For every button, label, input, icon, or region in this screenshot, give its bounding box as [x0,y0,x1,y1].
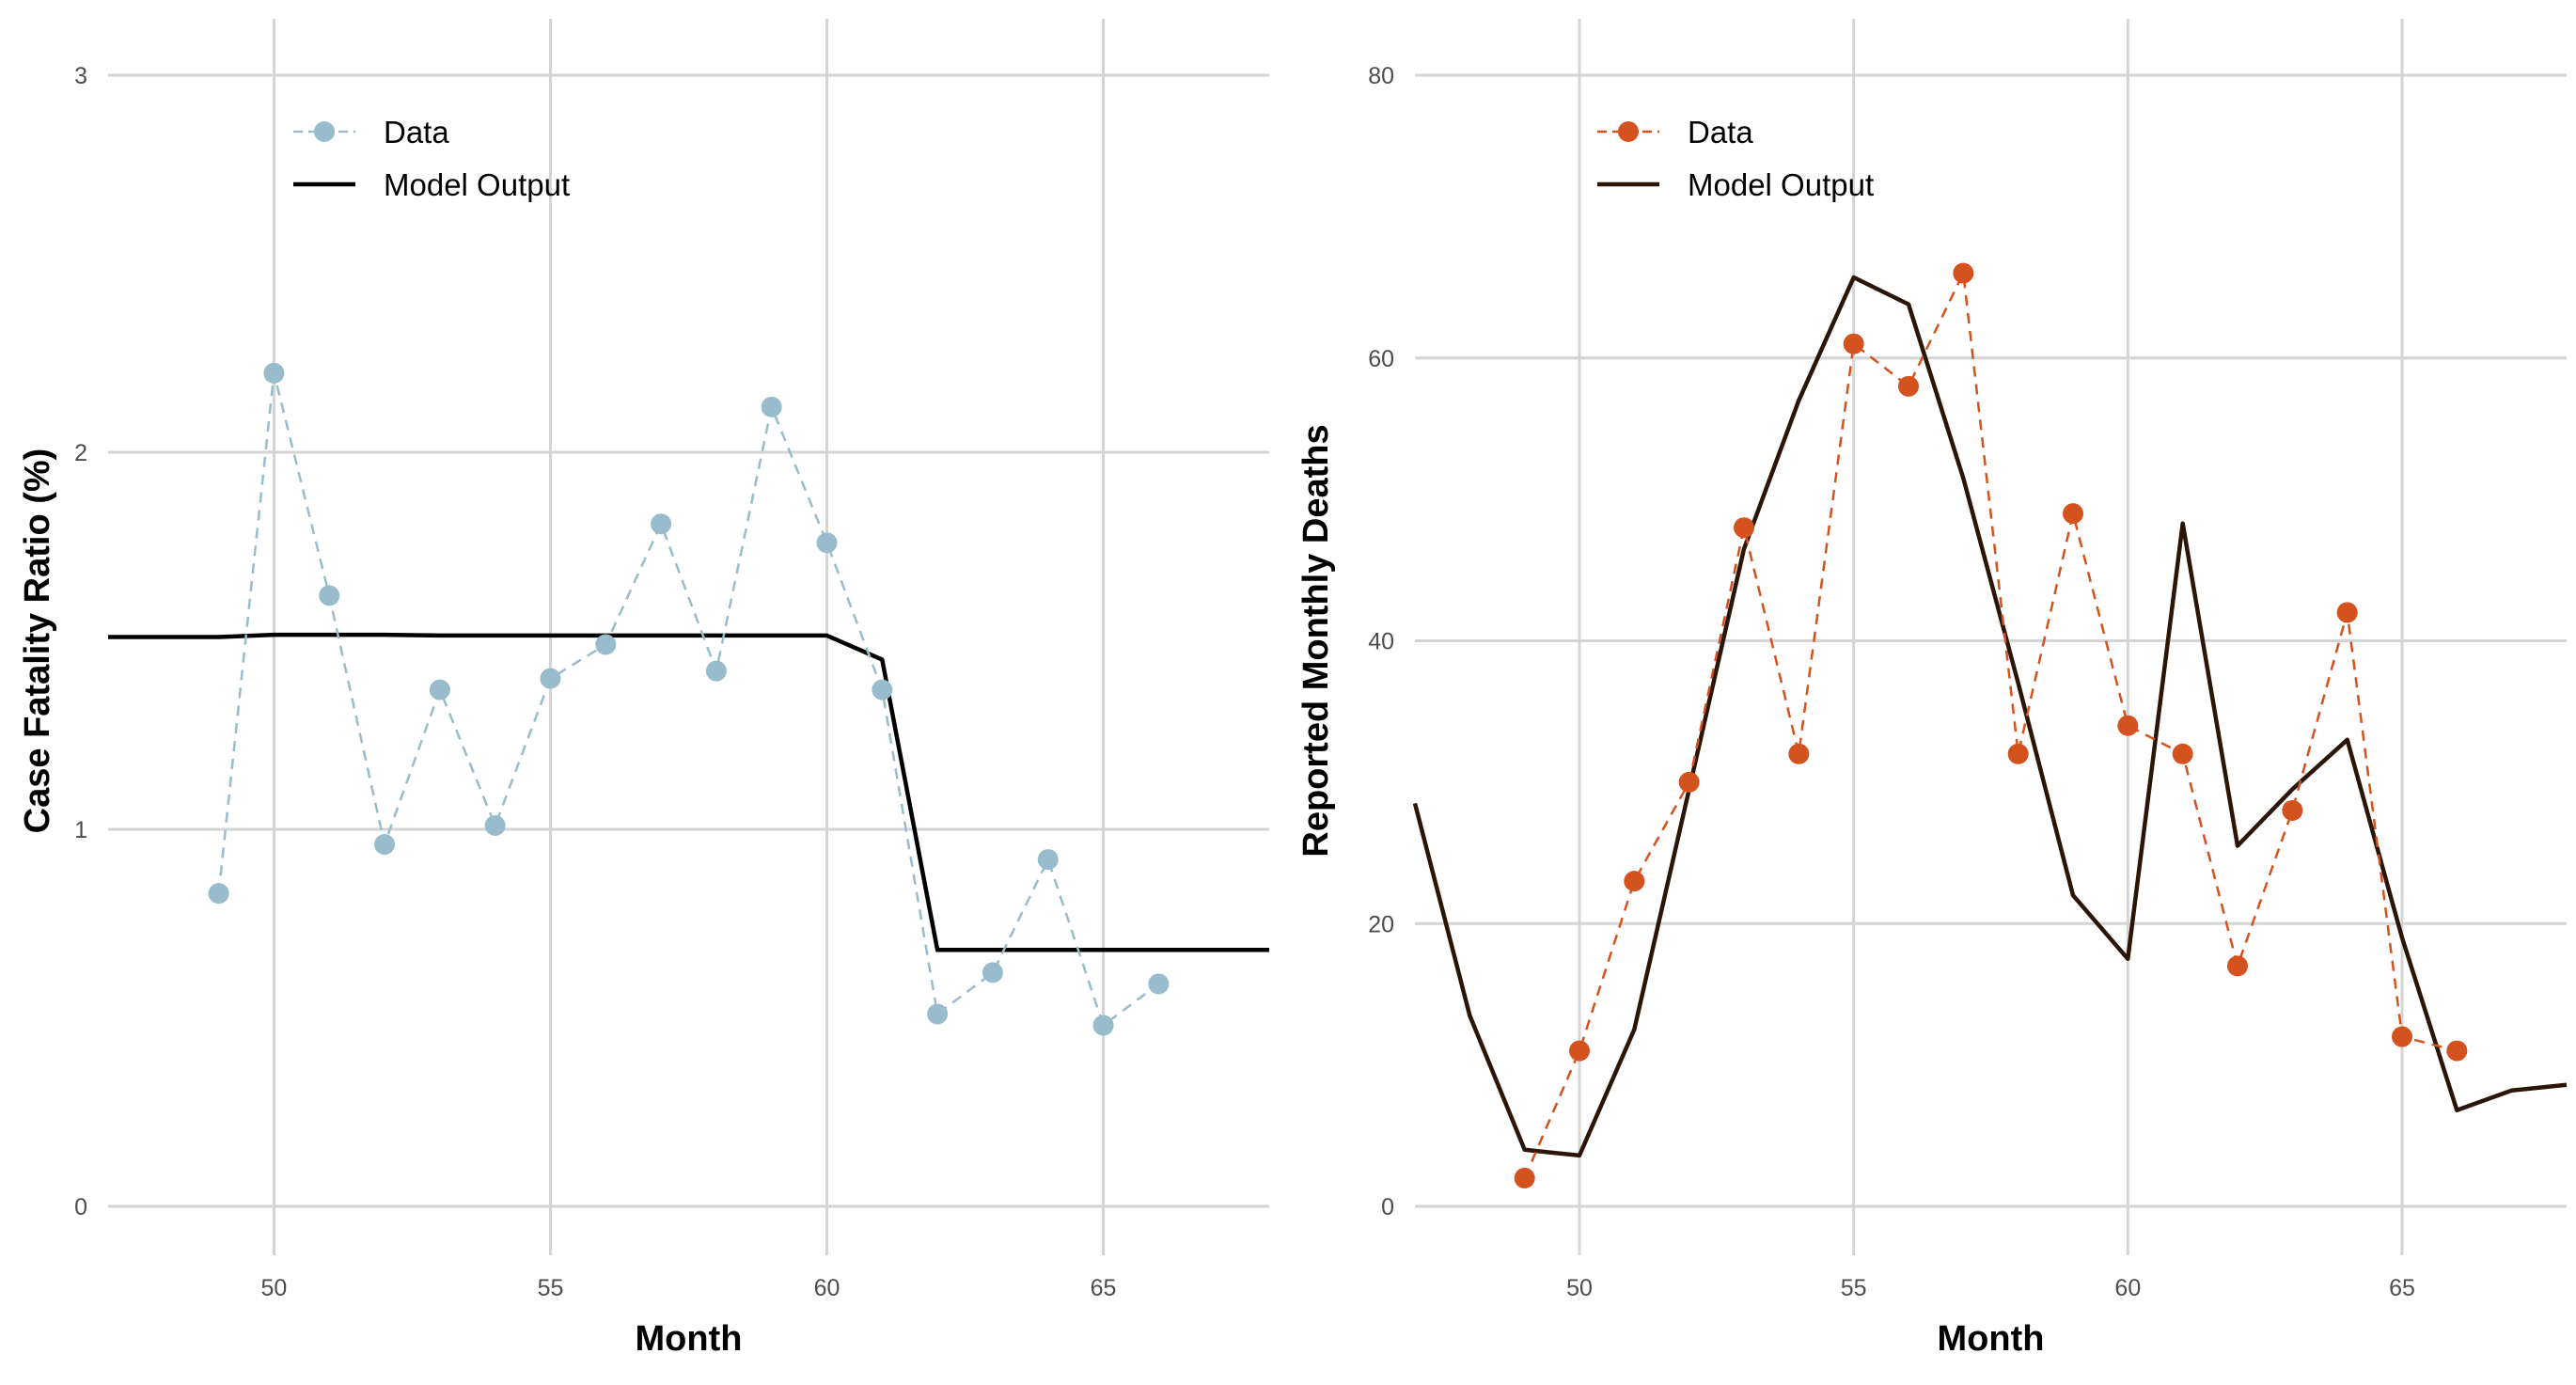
cfr-x-tick-label: 55 [538,1275,564,1301]
deaths-y-tick-label: 40 [1368,629,1394,655]
deaths-data-point [1569,1040,1590,1062]
cfr-data-point [429,679,450,700]
cfr-data-line [217,372,1160,1028]
cfr-x-tick-label: 65 [1091,1275,1117,1301]
cfr-data-point [1092,1015,1114,1036]
deaths-y-tick-label: 60 [1368,346,1394,372]
cfr-y-tick-label: 0 [74,1194,87,1220]
deaths-x-tick-label: 50 [1566,1275,1593,1301]
cfr-data-point [872,679,893,700]
cfr-legend: Data Model Output [293,115,570,202]
deaths-data-point [1514,1167,1535,1188]
deaths-legend-model-label: Model Output [1688,167,1874,202]
cfr-y-tick-label: 3 [74,63,87,89]
deaths-data-point [2336,602,2358,623]
cfr-data-point [540,668,561,689]
cfr-legend-data-point [314,121,335,142]
deaths-data-point [2063,503,2083,525]
cfr-data-point [319,585,340,606]
cfr-chart: 50 55 60 65 0 1 2 3 Data Model Output Month Cas… [18,19,1269,1359]
deaths-data-point [2007,743,2029,764]
deaths-data-point [1734,517,1754,539]
cfr-data-point [1148,973,1170,995]
cfr-x-axis-title: Month [636,1319,743,1359]
cfr-x-tick-label: 60 [814,1275,840,1301]
deaths-chart: 50 55 60 65 0 20 40 60 80 Data Model Output Mont… [1296,19,2568,1359]
deaths-y-tick-label: 80 [1368,63,1394,89]
cfr-data-point [761,396,782,417]
deaths-x-axis-title: Month [1938,1319,2045,1359]
deaths-x-tick-label: 55 [1841,1275,1867,1301]
cfr-y-axis-title: Case Fatality Ratio (%) [18,449,57,834]
deaths-data-point [1843,333,1864,354]
deaths-data-line [1523,269,2458,1179]
cfr-data-point [595,634,617,655]
cfr-data-point [208,883,229,905]
cfr-legend-data-label: Data [384,115,449,150]
deaths-grid [1415,19,2567,1255]
deaths-y-tick-label: 0 [1381,1194,1394,1220]
deaths-data-point [1624,871,1645,892]
deaths-legend-data-point [1618,121,1639,142]
deaths-data-point [1788,743,1810,764]
deaths-data-point [2392,1026,2412,1047]
cfr-data-point [816,532,838,554]
deaths-data-group [1514,262,2468,1188]
cfr-y-tick-label: 2 [74,440,87,466]
deaths-data-point [1953,262,1974,284]
deaths-data-point [2227,955,2248,977]
deaths-y-tick-label: 20 [1368,911,1394,937]
cfr-data-group [208,362,1170,1036]
deaths-x-tick-label: 60 [2114,1275,2141,1301]
cfr-ticks: 50 55 60 65 0 1 2 3 [74,63,1116,1301]
deaths-data-point [1898,375,1919,397]
deaths-ticks: 50 55 60 65 0 20 40 60 80 [1368,63,2415,1301]
deaths-x-tick-label: 65 [2389,1275,2415,1301]
cfr-data-point [705,660,727,682]
deaths-data-point [2117,715,2139,736]
cfr-data-point [484,814,506,836]
deaths-data-point [1678,771,1700,793]
cfr-legend-model-label: Model Output [384,167,570,202]
deaths-legend: Data Model Output [1597,115,1874,202]
deaths-data-point [2446,1040,2468,1062]
deaths-model-group [1412,275,2568,1158]
cfr-data-point [263,362,285,384]
deaths-data-point [2172,743,2193,764]
cfr-data-point [927,1003,949,1025]
deaths-data-point [2282,799,2303,821]
cfr-x-tick-label: 50 [261,1275,288,1301]
cfr-data-point [1037,849,1059,871]
cfr-data-point [651,513,672,535]
cfr-data-point [374,834,396,856]
deaths-y-axis-title: Reported Monthly Deaths [1296,424,1336,857]
deaths-legend-data-label: Data [1688,115,1753,150]
cfr-model-line [108,632,1269,952]
cfr-model-group [108,632,1269,952]
cfr-data-point [982,962,1003,984]
deaths-model-line [1412,275,2568,1158]
cfr-y-tick-label: 1 [74,817,87,843]
